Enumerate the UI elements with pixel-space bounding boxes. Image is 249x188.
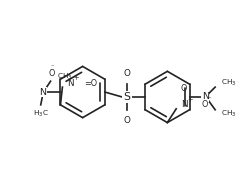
Text: N: N [202, 92, 209, 102]
Text: +: + [73, 75, 79, 81]
Text: S: S [124, 92, 130, 102]
Text: O: O [124, 69, 130, 78]
Text: O: O [48, 69, 55, 78]
Text: O: O [124, 116, 130, 125]
Text: N: N [67, 79, 73, 88]
Text: CH$_3$: CH$_3$ [57, 72, 72, 82]
Text: CH$_3$: CH$_3$ [221, 109, 237, 119]
Text: N: N [181, 100, 187, 109]
Text: N: N [39, 88, 46, 96]
Text: ⁻: ⁻ [51, 64, 55, 70]
Text: O: O [181, 84, 187, 93]
Text: O: O [202, 100, 208, 109]
Text: CH$_3$: CH$_3$ [221, 78, 237, 88]
Text: =O: =O [84, 79, 97, 88]
Text: ⁻: ⁻ [208, 96, 211, 102]
Text: +: + [187, 97, 193, 103]
Text: H$_3$C: H$_3$C [33, 109, 49, 119]
